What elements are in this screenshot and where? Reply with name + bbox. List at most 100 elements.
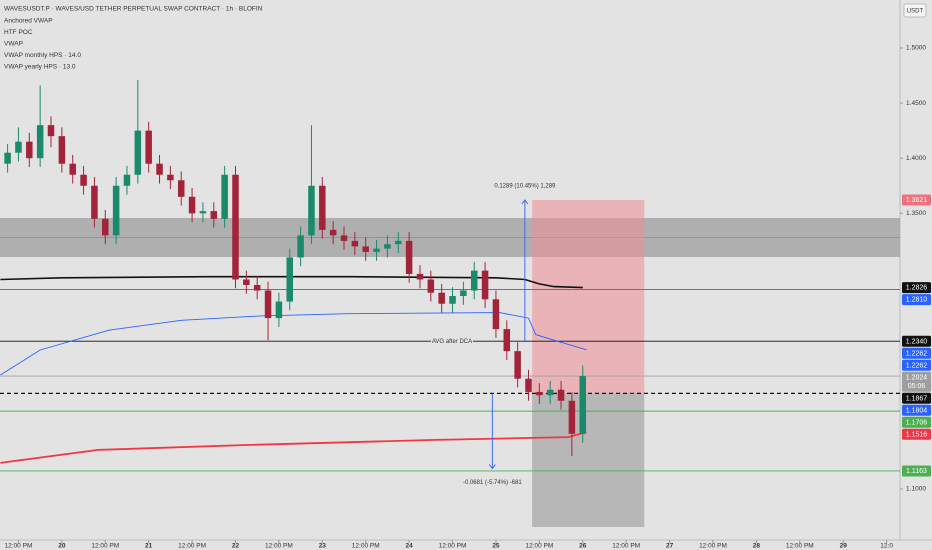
candle-body — [58, 136, 66, 164]
overlay-line — [0, 431, 587, 464]
candle-body — [568, 400, 576, 434]
indicator-legend: VWAP yearly HPS · 13.0 — [4, 64, 76, 71]
candle-body — [329, 229, 337, 236]
indicator-legend: Anchored VWAP — [4, 18, 53, 25]
price-badge — [902, 392, 931, 404]
candle-body — [26, 141, 33, 159]
candle-body — [470, 270, 478, 291]
x-tick-label: 27 — [666, 543, 674, 550]
indicator-legend: VWAP — [4, 41, 23, 48]
x-tick-label: 12:00 PM — [178, 543, 206, 550]
candle-body — [4, 152, 11, 164]
candle-body — [80, 174, 87, 186]
price-badge — [902, 335, 931, 347]
candle-body — [340, 235, 348, 241]
price-badge-label: 1.1804 — [906, 407, 928, 414]
candle-body — [36, 125, 44, 159]
x-tick-label: 28 — [753, 543, 761, 550]
price-badge-label: 1.2810 — [906, 297, 928, 304]
candle-body — [264, 290, 272, 319]
plot-area: AVG after DCA 0.1289 (10.45%) 1,289 -0.068… — [0, 79, 900, 527]
candle-body — [546, 389, 554, 396]
candle-body — [232, 174, 239, 280]
x-tick-label: 12:00 PM — [699, 543, 727, 550]
y-tick-label: 1.4500 — [906, 100, 926, 107]
x-tick-label: 21 — [145, 543, 153, 550]
candle-body — [362, 246, 369, 252]
measure-arrowhead — [488, 464, 496, 470]
candle-body — [525, 378, 532, 392]
candle-body — [199, 211, 207, 214]
candle-body — [188, 196, 196, 214]
price-badge-label: 1.1706 — [906, 419, 928, 426]
axes: 1.5000 1.4500 1.4000 1.3500 1.1000 12:00 PM 20… — [5, 45, 931, 550]
x-tick-label: 12:00 PM — [265, 543, 293, 550]
candle-body — [102, 218, 109, 236]
price-badge-label: 1.2024 — [906, 374, 928, 381]
candle-body — [286, 257, 294, 302]
measure-arrowhead — [521, 199, 529, 205]
price-badge — [902, 428, 931, 440]
x-tick-label: 24 — [406, 543, 414, 550]
x-tick-label: 12:00 PM — [525, 543, 553, 550]
candle-body — [373, 248, 380, 252]
x-tick-label: 12:00 PM — [786, 543, 814, 550]
x-tick-label: 25 — [492, 543, 500, 550]
measure-label: 0.1289 (10.45%) 1,289 — [494, 184, 556, 190]
candle-body — [395, 240, 402, 245]
x-tick-label: 22 — [232, 543, 240, 550]
candle-body — [557, 389, 565, 401]
price-badge-label: 1.1516 — [906, 431, 928, 438]
candle-body — [514, 351, 521, 379]
candle-body — [449, 296, 456, 304]
x-tick-label: 12:00 PM — [439, 543, 467, 550]
x-tick-label: 26 — [579, 543, 587, 550]
price-badge — [902, 194, 931, 206]
price-badge-label: 1.3621 — [906, 197, 928, 204]
candle-body — [210, 211, 218, 219]
candle-body — [297, 235, 304, 258]
indicator-legend: VWAP monthly HPS · 14.0 — [4, 52, 81, 59]
candle-body — [579, 376, 587, 434]
candle-body — [438, 292, 445, 304]
price-badge — [902, 465, 931, 477]
measure-label: -0.0681 (-5.74%) -681 — [463, 480, 522, 486]
price-badge — [902, 282, 931, 294]
candle-body — [503, 329, 511, 352]
overlay-line — [0, 275, 583, 289]
candle-body — [167, 174, 174, 181]
y-tick-label: 1.1000 — [906, 486, 926, 493]
candle-body — [243, 279, 250, 285]
candle-body — [47, 125, 55, 137]
x-tick-label: 20 — [58, 543, 66, 550]
currency-box[interactable] — [903, 3, 927, 18]
candle-body — [134, 130, 142, 175]
price-badge — [902, 347, 931, 359]
candle-body — [405, 240, 413, 274]
symbol-title: WAVESUSDT.P · WAVES/USD TETHER PERPETUAL… — [4, 6, 263, 13]
y-tick-label: 1.3500 — [906, 210, 926, 217]
x-tick-label: 23 — [319, 543, 327, 550]
candle-body — [384, 244, 391, 249]
price-badge-label: 1.2262 — [906, 362, 928, 369]
candle-body — [460, 290, 467, 297]
price-badge — [902, 359, 931, 371]
x-tick-label: 12:00 PM — [612, 543, 640, 550]
price-badge-label: 1.2340 — [906, 338, 928, 345]
candle-body — [351, 240, 359, 247]
price-badge-label: 1.1867 — [906, 395, 928, 402]
overlay-line — [0, 312, 587, 376]
candle-body — [91, 185, 98, 219]
price-badge — [902, 371, 931, 392]
candle-body — [112, 185, 120, 236]
candle-body — [319, 185, 326, 230]
price-badge — [902, 416, 931, 428]
position-target — [532, 199, 645, 394]
currency-label[interactable]: USDT — [907, 9, 924, 15]
price-badge — [902, 404, 931, 416]
position-stop — [532, 393, 645, 527]
x-tick-label: 12:00 PM — [91, 543, 119, 550]
candle-body — [15, 141, 22, 153]
candle-body — [481, 270, 489, 300]
